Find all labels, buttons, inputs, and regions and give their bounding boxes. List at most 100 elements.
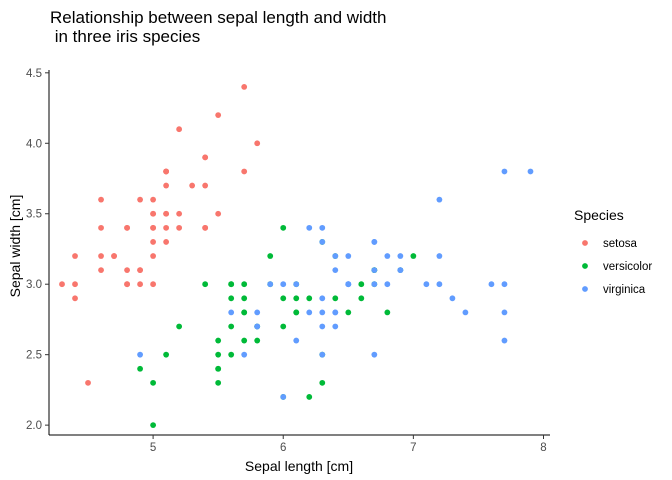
data-point-setosa: [85, 379, 91, 386]
data-point-versicolor: [254, 337, 261, 344]
data-point-versicolor: [176, 323, 183, 330]
x-tick-label: 6: [280, 442, 286, 454]
data-point-setosa: [215, 210, 222, 217]
data-point-versicolor: [241, 309, 248, 316]
data-point-virginica: [306, 309, 313, 316]
data-point-setosa: [72, 295, 78, 302]
data-point-virginica: [332, 253, 339, 259]
data-point-setosa: [202, 224, 209, 231]
y-tick-label: 4.5: [26, 68, 42, 80]
data-point-setosa: [124, 281, 130, 288]
data-point-versicolor: [150, 379, 157, 386]
data-point-setosa: [137, 281, 143, 288]
x-tick-label: 7: [410, 442, 416, 454]
data-point-setosa: [72, 253, 78, 259]
series-setosa: [59, 84, 261, 386]
data-point-virginica: [384, 281, 391, 288]
data-point-virginica: [228, 309, 235, 316]
data-point-setosa: [163, 239, 170, 245]
data-point-virginica: [332, 309, 339, 316]
data-point-virginica: [371, 281, 378, 288]
data-point-versicolor: [306, 295, 313, 302]
y-tick-label: 3.0: [26, 279, 42, 291]
data-point-versicolor: [241, 281, 248, 288]
data-point-virginica: [345, 253, 352, 259]
x-tick-label: 5: [150, 442, 156, 454]
data-point-setosa: [137, 267, 143, 274]
data-point-versicolor: [228, 351, 235, 358]
data-point-versicolor: [293, 295, 300, 302]
chart-title-line-1: Relationship between sepal length and wi…: [50, 8, 386, 27]
data-point-virginica: [488, 281, 495, 288]
data-point-setosa: [241, 168, 248, 175]
data-point-setosa: [150, 224, 157, 231]
data-point-setosa: [150, 196, 157, 203]
data-point-virginica: [137, 351, 143, 358]
data-point-setosa: [124, 267, 130, 274]
data-point-virginica: [280, 281, 287, 288]
data-point-setosa: [124, 224, 130, 231]
x-tick-label: 8: [540, 442, 546, 454]
series-versicolor: [137, 224, 417, 429]
data-point-versicolor: [410, 253, 417, 259]
data-point-virginica: [384, 253, 391, 259]
data-point-virginica: [501, 337, 508, 344]
data-point-virginica: [371, 351, 378, 358]
data-point-virginica: [436, 281, 443, 288]
y-axis-ticks: 2.0 2.5 3.0 3.5 4.0 4.5: [26, 68, 49, 432]
data-point-virginica: [501, 168, 508, 175]
data-point-virginica: [319, 323, 326, 330]
data-point-versicolor: [384, 309, 391, 316]
data-point-setosa: [202, 182, 209, 189]
data-point-versicolor: [228, 323, 235, 330]
data-point-virginica: [293, 281, 300, 288]
data-point-setosa: [98, 196, 104, 203]
data-point-virginica: [319, 309, 326, 316]
chart-title-line-2: in three iris species: [50, 27, 200, 46]
data-point-virginica: [319, 239, 326, 245]
data-point-virginica: [462, 309, 469, 316]
data-point-versicolor: [241, 295, 248, 302]
data-point-virginica: [306, 224, 313, 231]
data-point-virginica: [449, 295, 456, 302]
data-point-versicolor: [137, 365, 143, 372]
data-point-virginica: [254, 323, 261, 330]
x-axis-ticks: 5 6 7 8: [150, 435, 547, 454]
data-point-setosa: [215, 112, 222, 118]
plot-area: [59, 84, 534, 429]
data-point-versicolor: [358, 281, 365, 288]
x-axis-title: Sepal length [cm]: [245, 458, 353, 474]
y-tick-label: 2.5: [26, 350, 42, 362]
data-point-versicolor: [228, 281, 235, 288]
data-point-virginica: [345, 281, 352, 288]
data-point-virginica: [527, 168, 534, 175]
data-point-setosa: [98, 224, 104, 231]
legend-label-setosa: setosa: [603, 238, 637, 250]
legend-title: Species: [574, 207, 624, 223]
data-point-setosa: [72, 281, 78, 288]
data-point-versicolor: [332, 295, 339, 302]
y-tick-label: 4.0: [26, 138, 42, 150]
y-tick-label: 2.0: [26, 420, 42, 432]
legend-label-virginica: virginica: [603, 284, 646, 296]
data-point-virginica: [501, 309, 508, 316]
data-point-versicolor: [358, 295, 365, 302]
legend-key-virginica: [582, 286, 588, 292]
data-point-setosa: [59, 281, 65, 288]
data-point-versicolor: [202, 281, 209, 288]
data-point-setosa: [241, 84, 248, 90]
data-point-virginica: [267, 281, 274, 288]
data-point-setosa: [189, 182, 196, 189]
data-point-setosa: [111, 253, 117, 259]
data-point-setosa: [150, 281, 157, 288]
data-point-virginica: [293, 337, 300, 344]
data-point-virginica: [397, 267, 404, 274]
data-point-virginica: [371, 239, 378, 245]
data-point-virginica: [241, 351, 248, 358]
data-point-setosa: [163, 182, 170, 189]
data-point-virginica: [397, 253, 404, 259]
data-point-virginica: [371, 267, 378, 274]
data-point-virginica: [280, 394, 287, 400]
data-point-setosa: [176, 126, 183, 133]
